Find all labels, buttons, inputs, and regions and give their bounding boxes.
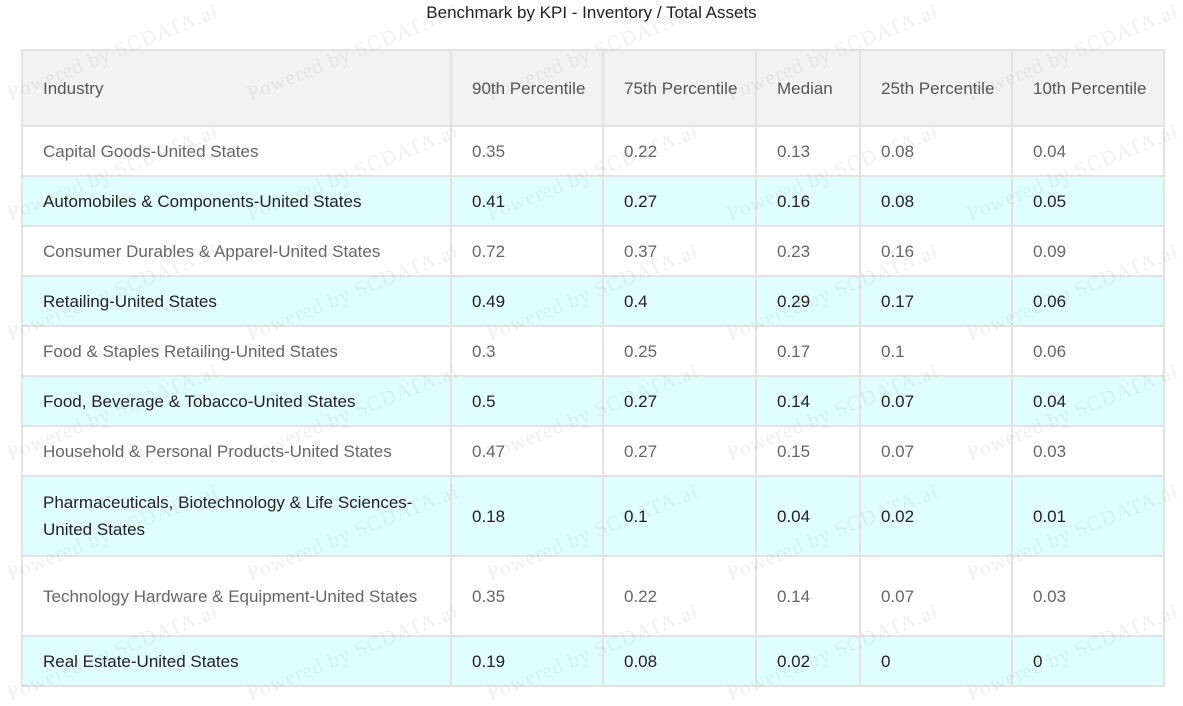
industry-cell: Consumer Durables & Apparel-United State…	[21, 225, 452, 277]
p10-cell: 0.04	[1011, 375, 1165, 427]
p75-cell: 0.27	[602, 175, 757, 227]
header-industry: Industry	[21, 49, 452, 127]
p25-cell: 0.1	[859, 325, 1013, 377]
p25-cell: 0.08	[859, 125, 1013, 177]
median-cell: 0.17	[755, 325, 861, 377]
p75-cell: 0.22	[602, 125, 757, 177]
header-90th-percentile: 90th Percentile	[450, 49, 604, 127]
median-cell: 0.16	[755, 175, 861, 227]
median-cell: 0.04	[755, 475, 861, 557]
table-header-row: Industry 90th Percentile 75th Percentile…	[21, 49, 1165, 127]
p25-cell: 0.08	[859, 175, 1013, 227]
p10-cell: 0.03	[1011, 555, 1165, 637]
p90-cell: 0.35	[450, 555, 604, 637]
benchmark-table: Industry 90th Percentile 75th Percentile…	[21, 49, 1165, 687]
industry-cell: Food & Staples Retailing-United States	[21, 325, 452, 377]
p25-cell: 0.02	[859, 475, 1013, 557]
industry-cell: Capital Goods-United States	[21, 125, 452, 177]
median-cell: 0.14	[755, 375, 861, 427]
p90-cell: 0.47	[450, 425, 604, 477]
industry-cell: Automobiles & Components-United States	[21, 175, 452, 227]
p75-cell: 0.22	[602, 555, 757, 637]
header-10th-percentile: 10th Percentile	[1011, 49, 1165, 127]
p75-cell: 0.08	[602, 635, 757, 687]
table-row: Household & Personal Products-United Sta…	[21, 425, 1165, 477]
table-row: Technology Hardware & Equipment-United S…	[21, 555, 1165, 637]
table-row: Real Estate-United States 0.19 0.08 0.02…	[21, 635, 1165, 687]
industry-cell: Household & Personal Products-United Sta…	[21, 425, 452, 477]
p75-cell: 0.1	[602, 475, 757, 557]
p90-cell: 0.18	[450, 475, 604, 557]
p75-cell: 0.37	[602, 225, 757, 277]
median-cell: 0.02	[755, 635, 861, 687]
p25-cell: 0.17	[859, 275, 1013, 327]
chart-title: Benchmark by KPI - Inventory / Total Ass…	[426, 3, 757, 22]
table-row: Capital Goods-United States 0.35 0.22 0.…	[21, 125, 1165, 177]
p10-cell: 0.03	[1011, 425, 1165, 477]
p10-cell: 0	[1011, 635, 1165, 687]
p10-cell: 0.06	[1011, 325, 1165, 377]
p10-cell: 0.04	[1011, 125, 1165, 177]
p25-cell: 0.16	[859, 225, 1013, 277]
p90-cell: 0.72	[450, 225, 604, 277]
p75-cell: 0.27	[602, 425, 757, 477]
industry-cell: Pharmaceuticals, Biotechnology & Life Sc…	[21, 475, 452, 557]
p75-cell: 0.4	[602, 275, 757, 327]
p25-cell: 0.07	[859, 555, 1013, 637]
p10-cell: 0.05	[1011, 175, 1165, 227]
table-row: Food & Staples Retailing-United States 0…	[21, 325, 1165, 377]
p90-cell: 0.3	[450, 325, 604, 377]
p90-cell: 0.35	[450, 125, 604, 177]
table-row: Retailing-United States 0.49 0.4 0.29 0.…	[21, 275, 1165, 327]
header-median: Median	[755, 49, 861, 127]
median-cell: 0.29	[755, 275, 861, 327]
p90-cell: 0.19	[450, 635, 604, 687]
median-cell: 0.14	[755, 555, 861, 637]
median-cell: 0.23	[755, 225, 861, 277]
p10-cell: 0.06	[1011, 275, 1165, 327]
p75-cell: 0.27	[602, 375, 757, 427]
p25-cell: 0.07	[859, 425, 1013, 477]
table-row: Pharmaceuticals, Biotechnology & Life Sc…	[21, 475, 1165, 557]
median-cell: 0.15	[755, 425, 861, 477]
industry-cell: Food, Beverage & Tobacco-United States	[21, 375, 452, 427]
table-row: Food, Beverage & Tobacco-United States 0…	[21, 375, 1165, 427]
industry-cell: Technology Hardware & Equipment-United S…	[21, 555, 452, 637]
p10-cell: 0.01	[1011, 475, 1165, 557]
header-75th-percentile: 75th Percentile	[602, 49, 757, 127]
median-cell: 0.13	[755, 125, 861, 177]
header-25th-percentile: 25th Percentile	[859, 49, 1013, 127]
table-row: Consumer Durables & Apparel-United State…	[21, 225, 1165, 277]
p25-cell: 0	[859, 635, 1013, 687]
industry-cell: Real Estate-United States	[21, 635, 452, 687]
p75-cell: 0.25	[602, 325, 757, 377]
table-row: Automobiles & Components-United States 0…	[21, 175, 1165, 227]
p90-cell: 0.49	[450, 275, 604, 327]
industry-cell: Retailing-United States	[21, 275, 452, 327]
p10-cell: 0.09	[1011, 225, 1165, 277]
p25-cell: 0.07	[859, 375, 1013, 427]
p90-cell: 0.5	[450, 375, 604, 427]
p90-cell: 0.41	[450, 175, 604, 227]
